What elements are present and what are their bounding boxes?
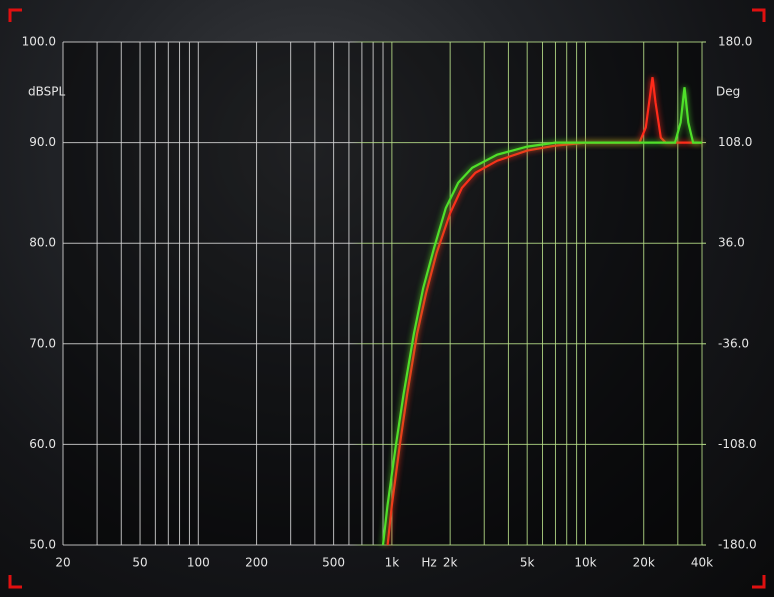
y2-tick-label: 180.0 <box>718 35 752 49</box>
y2-tick-label: -36.0 <box>718 336 749 350</box>
corner <box>10 575 22 587</box>
x-tick-label: 40k <box>691 556 713 570</box>
y-tick-label: 100.0 <box>22 35 56 49</box>
x-tick-label: 1k <box>385 556 400 570</box>
plot-area <box>63 42 702 545</box>
corner <box>752 10 764 22</box>
y-tick-label: 70.0 <box>29 336 56 350</box>
chart: dBSPL Deg Hz 50.0 60.0 70.0 80.0 90.0 100.0 -1… <box>0 0 774 597</box>
y2-tick-label: -180.0 <box>718 538 757 552</box>
y-tick-label: 80.0 <box>29 236 56 250</box>
corner <box>752 575 764 587</box>
corner <box>10 10 22 22</box>
y2-tick-label: 108.0 <box>718 135 752 149</box>
y-axis-label: dBSPL <box>28 85 65 99</box>
x-tick-label: 5k <box>520 556 535 570</box>
x-tick-label: 500 <box>322 556 345 570</box>
x-axis-label: Hz <box>421 556 436 570</box>
x-tick-label: 20 <box>55 556 70 570</box>
y2-tick-label: -108.0 <box>718 437 757 451</box>
x-tick-label: 10k <box>574 556 596 570</box>
y-tick-label: 60.0 <box>29 437 56 451</box>
x-tick-label: 200 <box>245 556 268 570</box>
x-tick-label: 2k <box>443 556 458 570</box>
x-tick-label: 100 <box>187 556 210 570</box>
y2-axis-label: Deg <box>716 85 740 99</box>
y-tick-label: 50.0 <box>29 538 56 552</box>
screen: dBSPL Deg Hz 50.0 60.0 70.0 80.0 90.0 100.0 -1… <box>0 0 774 597</box>
x-tick-label: 50 <box>132 556 147 570</box>
y-tick-label: 90.0 <box>29 135 56 149</box>
x-tick-label: 20k <box>633 556 655 570</box>
y2-tick-label: 36.0 <box>718 236 745 250</box>
